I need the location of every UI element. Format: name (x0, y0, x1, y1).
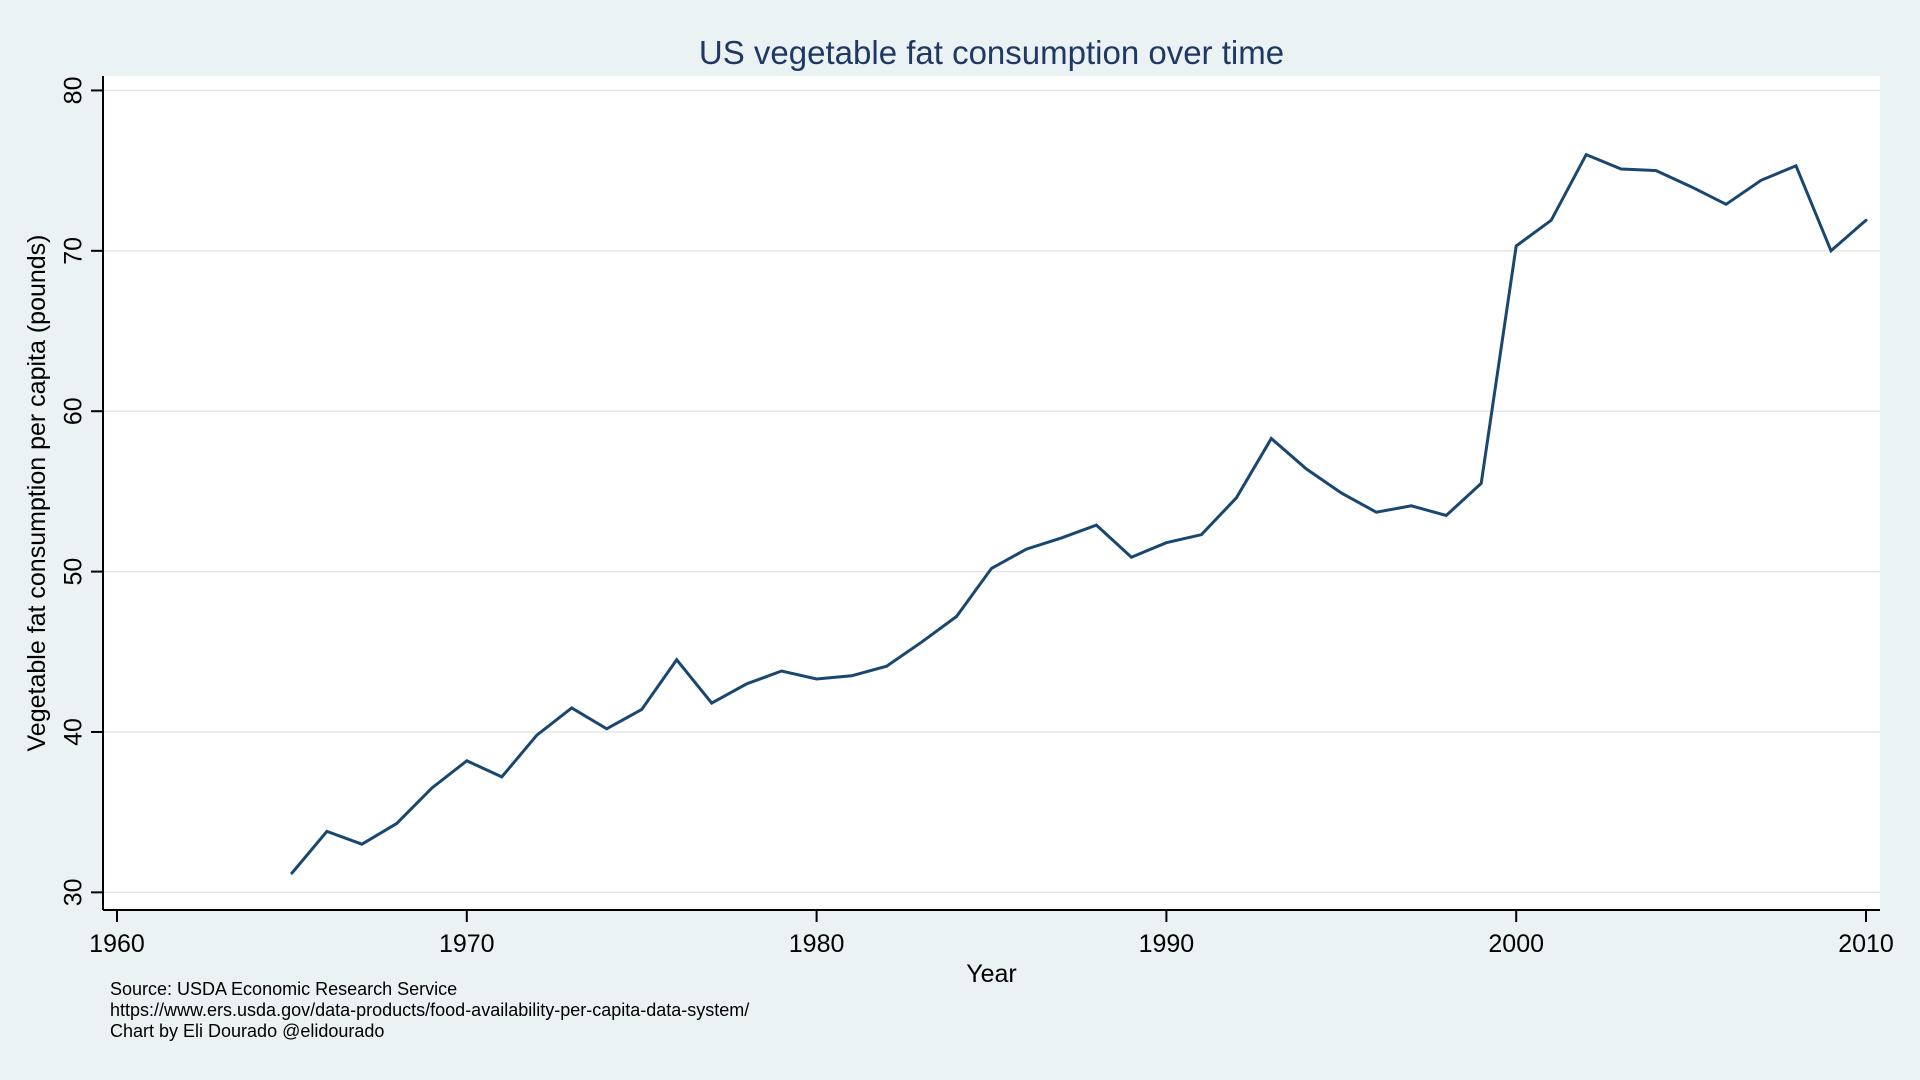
data-line-series (290, 152, 1868, 875)
y-tick-label: 60 (60, 397, 88, 425)
x-tick-label: 1980 (789, 930, 845, 958)
source-note-url: https://www.ers.usda.gov/data-products/f… (110, 1000, 750, 1020)
x-tick-label: 2010 (1838, 930, 1894, 958)
y-tick-label: 40 (60, 718, 88, 746)
source-notes: Source: USDA Economic Research Service h… (110, 979, 749, 1042)
source-note-line: Source: USDA Economic Research Service (110, 979, 458, 999)
y-tick-label: 50 (60, 558, 88, 586)
x-tick-label: 1970 (439, 930, 495, 958)
chart-title: US vegetable fat consumption over time (698, 34, 1285, 71)
y-tick-label: 80 (60, 77, 88, 105)
source-note-credit: Chart by Eli Dourado @elidourado (110, 1021, 385, 1041)
x-tick-label: 1990 (1139, 930, 1195, 958)
x-tick-label: 2000 (1488, 930, 1544, 958)
x-tick-label: 1960 (89, 930, 145, 958)
x-axis-title: Year (966, 960, 1017, 988)
y-tick-label: 70 (60, 237, 88, 265)
plot-area (103, 76, 1880, 910)
y-axis-title: Vegetable fat consumption per capita (po… (23, 234, 51, 751)
y-tick-label: 30 (60, 878, 88, 906)
